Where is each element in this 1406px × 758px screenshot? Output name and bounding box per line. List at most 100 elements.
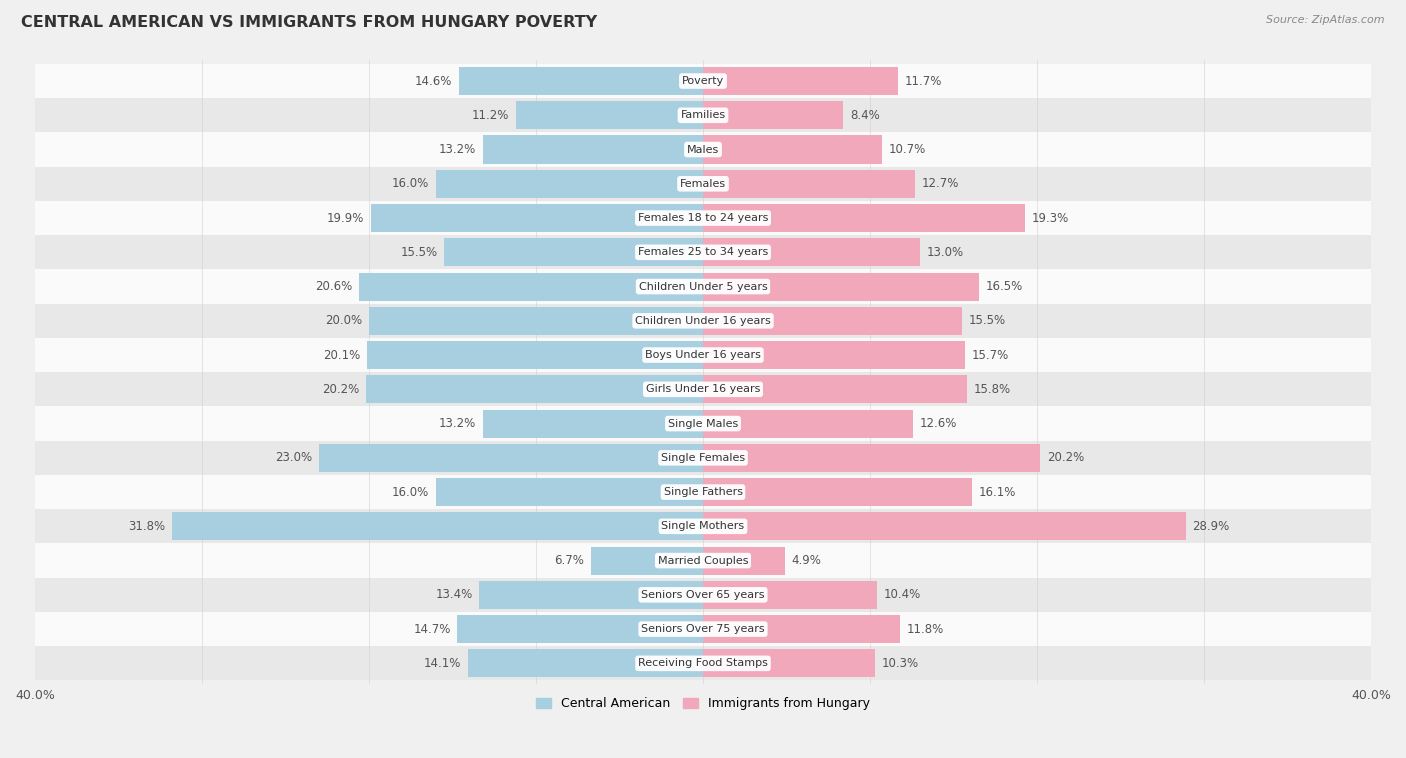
Text: Source: ZipAtlas.com: Source: ZipAtlas.com [1267,15,1385,25]
Text: 28.9%: 28.9% [1192,520,1230,533]
Text: Girls Under 16 years: Girls Under 16 years [645,384,761,394]
Bar [35,612,1371,647]
Text: 10.3%: 10.3% [882,657,920,670]
Bar [35,133,1371,167]
Bar [468,650,703,678]
Text: 10.7%: 10.7% [889,143,925,156]
Text: 16.5%: 16.5% [986,280,1022,293]
Bar [479,581,703,609]
Bar [35,406,1371,440]
Text: 11.8%: 11.8% [907,622,943,636]
Text: Receiving Food Stamps: Receiving Food Stamps [638,659,768,669]
Text: 16.0%: 16.0% [392,177,429,190]
Bar [703,581,877,609]
Bar [319,443,703,472]
Text: 16.1%: 16.1% [979,486,1017,499]
Text: 14.6%: 14.6% [415,74,453,87]
Legend: Central American, Immigrants from Hungary: Central American, Immigrants from Hungar… [531,692,875,715]
Text: Seniors Over 75 years: Seniors Over 75 years [641,624,765,634]
Text: 20.1%: 20.1% [323,349,360,362]
Bar [460,67,703,95]
Bar [35,201,1371,235]
Text: 11.2%: 11.2% [472,109,509,122]
Bar [35,235,1371,269]
Text: Females 18 to 24 years: Females 18 to 24 years [638,213,768,223]
Text: Single Females: Single Females [661,453,745,463]
Text: 15.5%: 15.5% [401,246,437,258]
Bar [444,238,703,266]
Bar [35,647,1371,681]
Bar [703,136,882,164]
Bar [35,543,1371,578]
Text: Single Fathers: Single Fathers [664,487,742,497]
Text: Single Mothers: Single Mothers [661,522,745,531]
Bar [35,304,1371,338]
Bar [703,238,920,266]
Text: Children Under 5 years: Children Under 5 years [638,281,768,292]
Text: 13.4%: 13.4% [436,588,472,601]
Text: 20.6%: 20.6% [315,280,353,293]
Text: Boys Under 16 years: Boys Under 16 years [645,350,761,360]
Bar [703,102,844,130]
Bar [703,547,785,575]
Bar [703,650,875,678]
Bar [35,372,1371,406]
Text: 15.8%: 15.8% [973,383,1011,396]
Bar [703,375,967,403]
Text: 15.5%: 15.5% [969,315,1005,327]
Text: CENTRAL AMERICAN VS IMMIGRANTS FROM HUNGARY POVERTY: CENTRAL AMERICAN VS IMMIGRANTS FROM HUNG… [21,15,598,30]
Bar [35,475,1371,509]
Bar [35,64,1371,98]
Bar [482,409,703,437]
Bar [703,273,979,301]
Bar [703,443,1040,472]
Bar [703,478,972,506]
Text: Poverty: Poverty [682,76,724,86]
Text: 20.2%: 20.2% [1047,451,1084,465]
Bar [703,170,915,198]
Bar [172,512,703,540]
Bar [591,547,703,575]
Text: Seniors Over 65 years: Seniors Over 65 years [641,590,765,600]
Text: 11.7%: 11.7% [905,74,942,87]
Text: 13.0%: 13.0% [927,246,965,258]
Bar [436,170,703,198]
Bar [35,269,1371,304]
Bar [516,102,703,130]
Bar [35,98,1371,133]
Text: 14.1%: 14.1% [423,657,461,670]
Text: 15.7%: 15.7% [972,349,1010,362]
Bar [367,341,703,369]
Bar [703,341,965,369]
Text: 13.2%: 13.2% [439,143,475,156]
Bar [482,136,703,164]
Bar [368,307,703,335]
Text: 14.7%: 14.7% [413,622,451,636]
Text: Married Couples: Married Couples [658,556,748,565]
Bar [35,509,1371,543]
Text: 20.0%: 20.0% [325,315,363,327]
Text: Females 25 to 34 years: Females 25 to 34 years [638,247,768,257]
Text: 16.0%: 16.0% [392,486,429,499]
Text: 12.7%: 12.7% [922,177,959,190]
Bar [371,204,703,232]
Bar [703,307,962,335]
Text: Single Males: Single Males [668,418,738,428]
Text: 19.9%: 19.9% [326,211,364,224]
Text: 23.0%: 23.0% [276,451,312,465]
Bar [436,478,703,506]
Text: Females: Females [681,179,725,189]
Bar [35,578,1371,612]
Bar [366,375,703,403]
Bar [35,440,1371,475]
Bar [35,338,1371,372]
Text: 19.3%: 19.3% [1032,211,1070,224]
Text: 4.9%: 4.9% [792,554,821,567]
Text: 13.2%: 13.2% [439,417,475,430]
Bar [457,615,703,643]
Text: Males: Males [688,145,718,155]
Text: 8.4%: 8.4% [851,109,880,122]
Bar [703,409,914,437]
Bar [359,273,703,301]
Text: 10.4%: 10.4% [883,588,921,601]
